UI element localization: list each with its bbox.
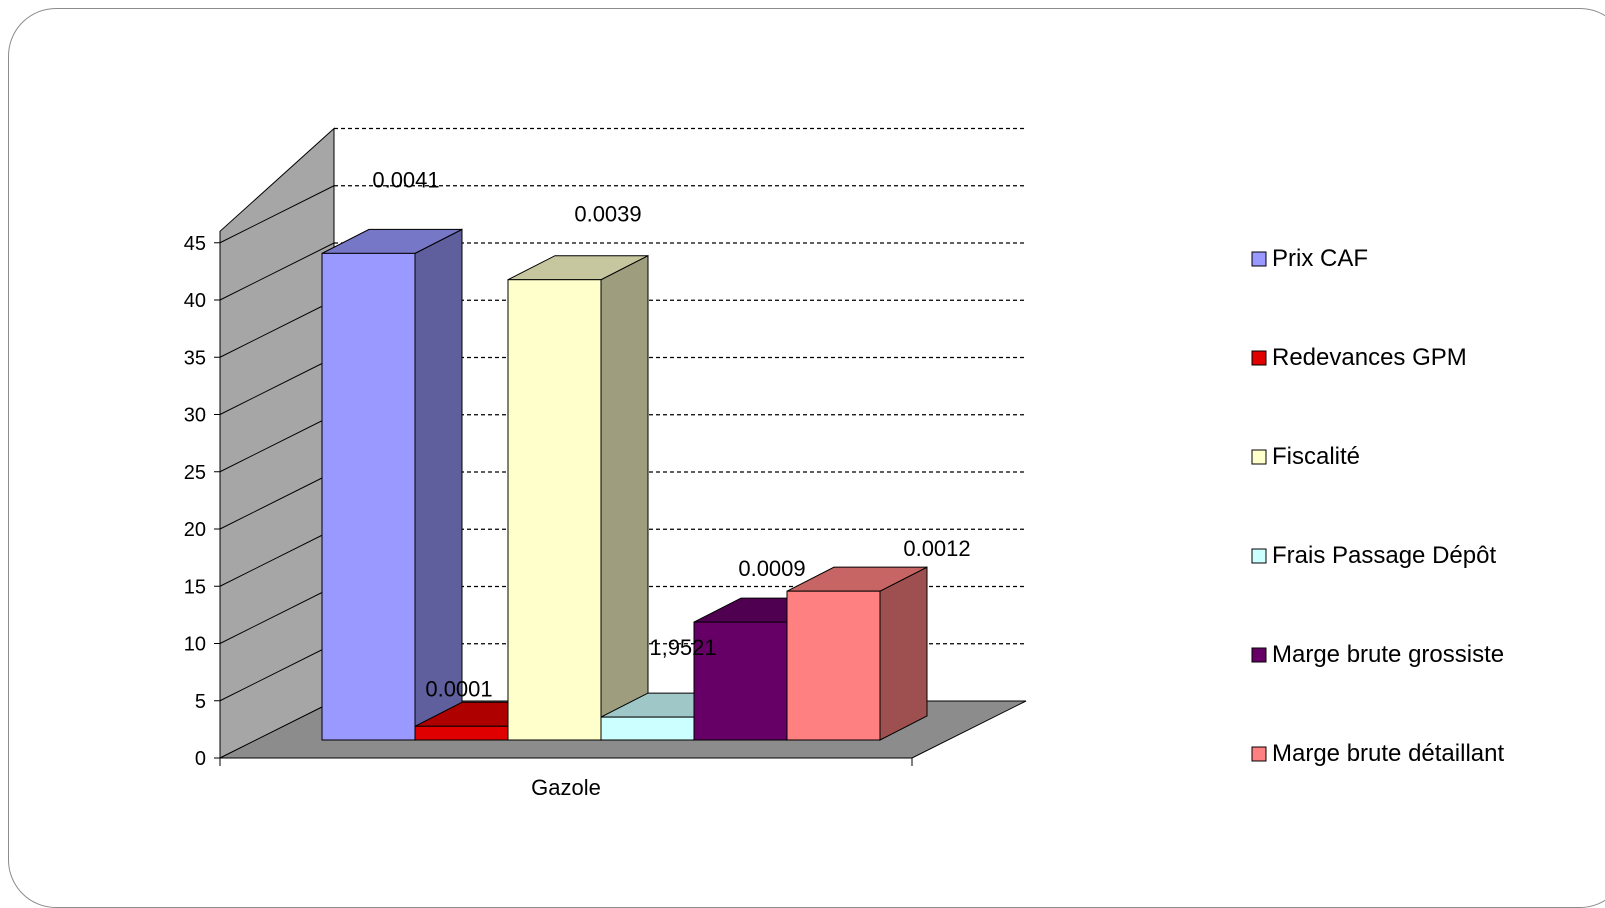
bar-fiscalit-: [507, 254, 649, 741]
legend-label: Marge brute grossiste: [1272, 641, 1504, 668]
legend-item: Redevances GPM: [1251, 344, 1467, 371]
legend-swatch: [1251, 647, 1267, 663]
bar-side-face: [600, 254, 649, 741]
data-label: 0.0039: [574, 202, 641, 227]
y-tick-label: 10: [184, 634, 206, 656]
bar-front-face: [693, 621, 788, 741]
legend-swatch: [1251, 251, 1267, 267]
data-label: 1,9521: [649, 635, 716, 660]
legend-swatch: [1251, 449, 1267, 465]
wall-gridline: [219, 357, 335, 415]
y-tick-label: 15: [184, 576, 206, 598]
bar-front-face: [321, 252, 416, 741]
legend-label: Redevances GPM: [1272, 344, 1467, 371]
y-tick-label: 20: [184, 519, 206, 541]
bar-side-face: [879, 566, 928, 741]
wall-gridline: [219, 185, 335, 244]
bar-side-face: [414, 228, 463, 741]
legend-swatch: [1251, 746, 1267, 762]
y-axis: 0 5 10 15 20 25 30 35 40 45: [184, 233, 913, 770]
legend-item: Marge brute détaillant: [1251, 740, 1504, 767]
legend-label: Prix CAF: [1272, 245, 1368, 272]
y-tick-label: 0: [195, 748, 206, 770]
y-tick-label: 40: [184, 290, 206, 312]
legend-label: Marge brute détaillant: [1272, 740, 1504, 767]
y-tick-label: 30: [184, 405, 206, 427]
legend-item: Frais Passage Dépôt: [1251, 542, 1496, 569]
wall-gridline: [219, 299, 335, 358]
category-label: Gazole: [531, 775, 601, 800]
y-tick-label: 5: [195, 691, 206, 713]
bar-front-face: [600, 716, 695, 741]
y-tick-label: 45: [184, 233, 206, 255]
data-label: 0.0001: [425, 676, 492, 701]
legend-swatch: [1251, 350, 1267, 366]
bar-front-face: [414, 725, 509, 741]
bar-series-group: [321, 228, 928, 741]
wall-gridline: [219, 586, 335, 644]
wall-gridline: [219, 471, 335, 530]
wall-gridline: [219, 242, 335, 301]
wall-gridline: [219, 643, 335, 702]
data-label: 0.0009: [738, 556, 805, 581]
bar-chart-3d: 0 5 10 15 20 25 30 35 40 45 0.0041 0.0001 0.0039 1,9…: [184, 127, 1504, 800]
data-labels: 0.0041 0.0001 0.0039 1,9521 0.0009 0.0012: [372, 167, 970, 701]
wall-gridline: [219, 414, 335, 473]
bar-front-face: [507, 279, 602, 741]
data-label: 0.0041: [372, 167, 439, 192]
legend-label: Fiscalité: [1272, 443, 1360, 470]
legend-item: Prix CAF: [1251, 245, 1368, 272]
legend-item: Fiscalité: [1251, 443, 1360, 470]
bar-prix-caf: [321, 228, 463, 741]
legend-label: Frais Passage Dépôt: [1272, 542, 1496, 569]
data-label: 0.0012: [903, 536, 970, 561]
legend: Prix CAF Redevances GPM Fiscalité Frais Pas…: [1251, 245, 1504, 767]
wall-gridline: [219, 528, 335, 587]
bar-marge-brute-d-taillant: [786, 566, 928, 741]
bar-front-face: [786, 590, 881, 741]
legend-item: Marge brute grossiste: [1251, 641, 1504, 668]
legend-swatch: [1251, 548, 1267, 564]
y-tick-label: 35: [184, 347, 206, 369]
y-tick-label: 25: [184, 462, 206, 484]
